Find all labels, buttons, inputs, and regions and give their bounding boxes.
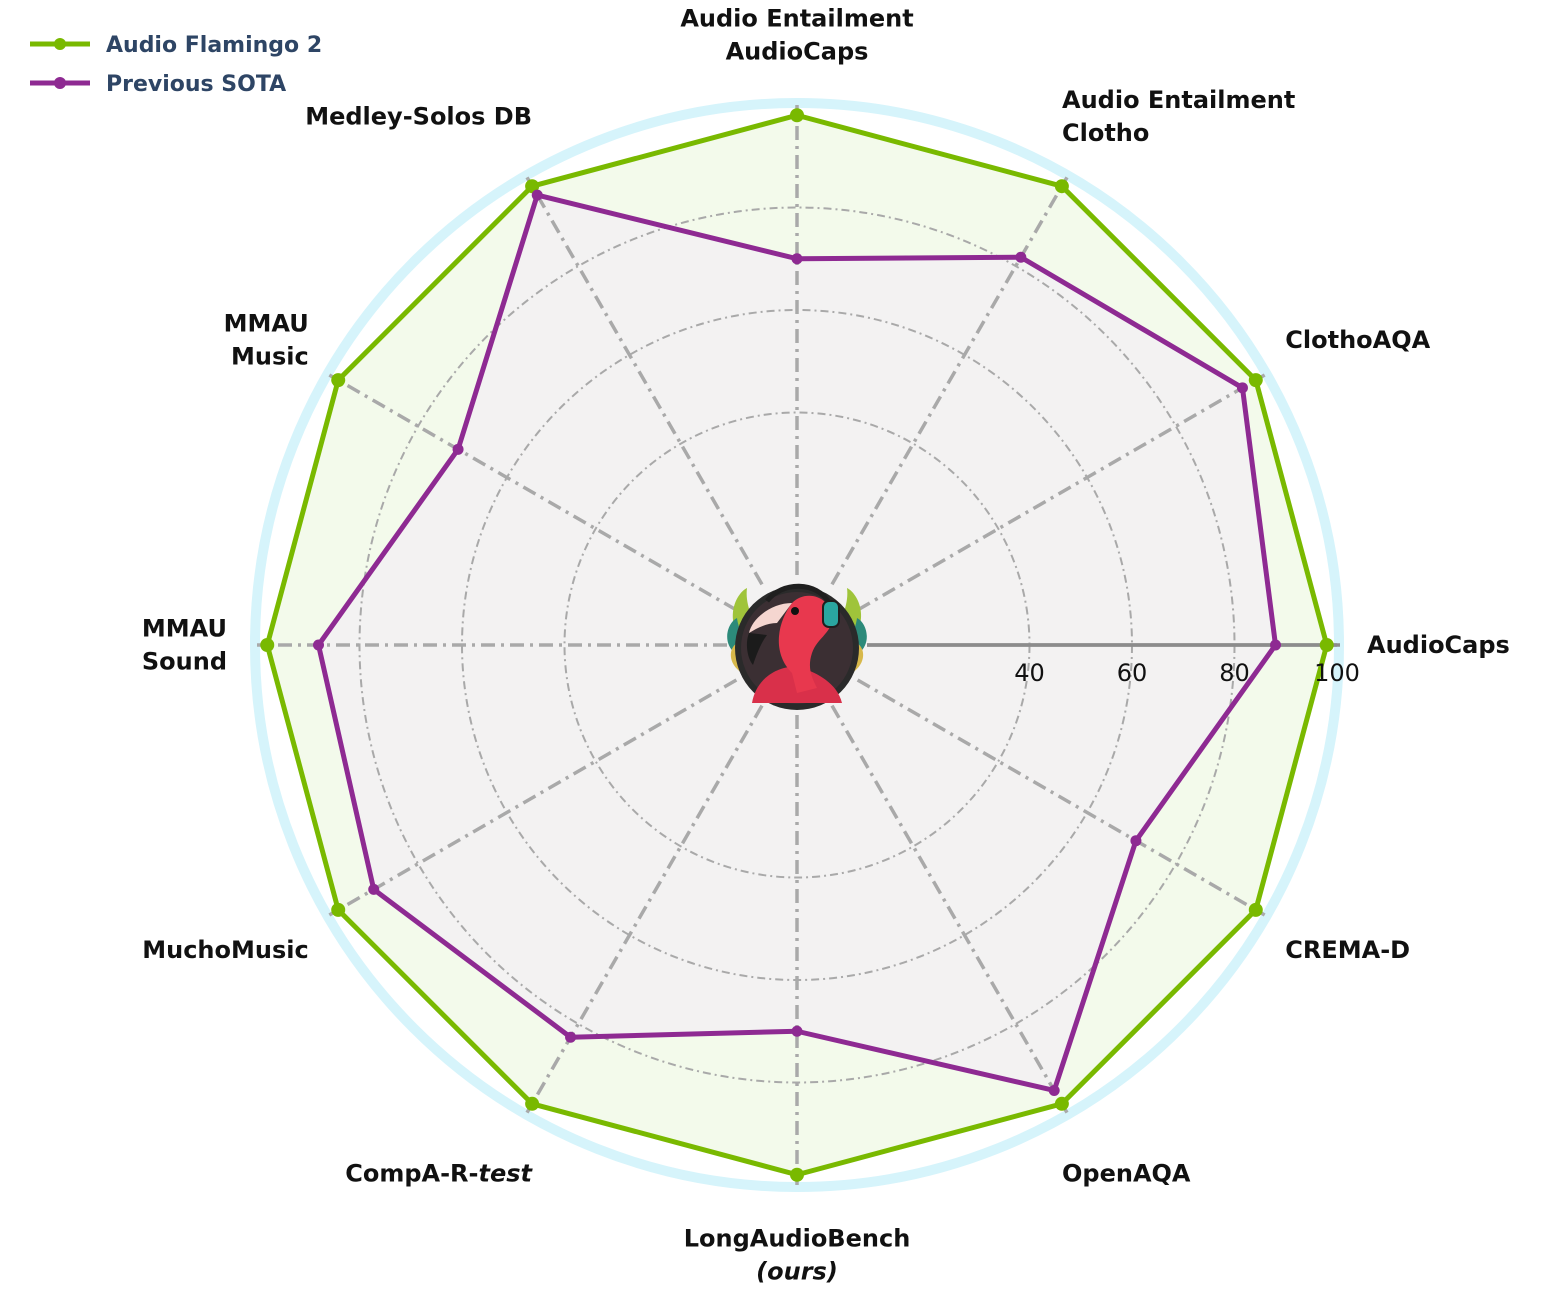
axis-label-cremad: CREMA-D	[1285, 936, 1410, 964]
series-0-point-mmau-sound	[260, 638, 275, 652]
axis-labels: AudioCaps ClothoAQA Audio Entailment Clotho…	[142, 5, 1510, 1286]
axis-label-muchomusic: MuchoMusic	[142, 936, 308, 964]
radial-tick-labels: 40 60 80 100	[1014, 659, 1360, 687]
flamingo-headphones-logo	[727, 583, 867, 710]
series-1-point-clothoaqa	[1236, 382, 1248, 394]
series-1-point-audiocaps	[1270, 639, 1281, 651]
legend-marker-previous-sota	[54, 77, 66, 89]
series-1-point-mmau-music	[452, 443, 464, 455]
series-0-point-ae-clotho	[1054, 179, 1069, 194]
spoke-muchomusic	[328, 678, 738, 917]
series-0-point-clothoaqa	[1248, 373, 1263, 388]
series-lines	[260, 108, 1334, 1182]
series-0-point-compa	[525, 1096, 540, 1111]
series-0-point-muchomusic	[331, 902, 346, 917]
series-1-point-openaqa	[1048, 1084, 1060, 1096]
series-1-point-cremad	[1130, 835, 1142, 847]
axis-label-mmau-sound: MMAU Sound	[142, 615, 227, 676]
axis-label-openaqa: OpenAQA	[1062, 1159, 1191, 1187]
spoke-medley	[525, 176, 764, 586]
tick-label-60: 60	[1117, 659, 1148, 687]
series-0-point-audiocaps	[1319, 638, 1334, 652]
axis-label-ae-audiocaps: Audio Entailment AudioCaps	[680, 5, 913, 66]
tick-label-100: 100	[1314, 659, 1360, 687]
legend-label-previous-sota: Previous SOTA	[106, 72, 286, 97]
spoke-clothoaqa	[856, 373, 1266, 612]
spoke-mmau-music	[328, 373, 738, 612]
series-1-point-ae-audiocaps	[791, 253, 803, 265]
series-1-point-medley	[531, 189, 543, 201]
legend: Audio Flamingo 2 Previous SOTA	[30, 33, 322, 97]
series-1-point-compa	[565, 1031, 577, 1043]
axis-label-mmau-music: MMAU Music	[224, 310, 309, 371]
legend-marker-audio-flamingo-2	[54, 38, 66, 50]
series-0-point-ae-audiocaps	[790, 108, 804, 123]
axis-label-clothoaqa: ClothoAQA	[1285, 326, 1430, 354]
spoke-compa	[525, 704, 764, 1114]
axis-label-medley: Medley-Solos DB	[305, 103, 532, 131]
series-1-point-mmau-sound	[313, 639, 324, 651]
series-0-point-openaqa	[1054, 1096, 1069, 1111]
spoke-ae-clotho	[830, 176, 1069, 586]
legend-label-audio-flamingo-2: Audio Flamingo 2	[106, 33, 322, 58]
axis-label-longaudiobench: LongAudioBench (ours)	[684, 1225, 911, 1286]
series-0-point-longaudiobench	[790, 1167, 804, 1182]
series-0-point-mmau-music	[331, 373, 346, 388]
axis-label-compa: CompA-R-test	[345, 1159, 533, 1187]
series-1-point-ae-clotho	[1015, 251, 1027, 263]
series-0-point-medley	[525, 179, 540, 194]
axis-label-ae-clotho: Audio Entailment Clotho	[1062, 86, 1295, 147]
radial-grid	[257, 105, 1340, 1185]
spoke-openaqa	[830, 704, 1069, 1114]
axis-label-audiocaps: AudioCaps	[1367, 631, 1510, 659]
spoke-cremad	[856, 678, 1266, 917]
tick-label-80: 80	[1219, 659, 1250, 687]
series-0-point-cremad	[1248, 902, 1263, 917]
series-1-point-muchomusic	[368, 883, 380, 895]
tick-label-40: 40	[1014, 659, 1045, 687]
series-1-point-longaudiobench	[791, 1025, 803, 1037]
